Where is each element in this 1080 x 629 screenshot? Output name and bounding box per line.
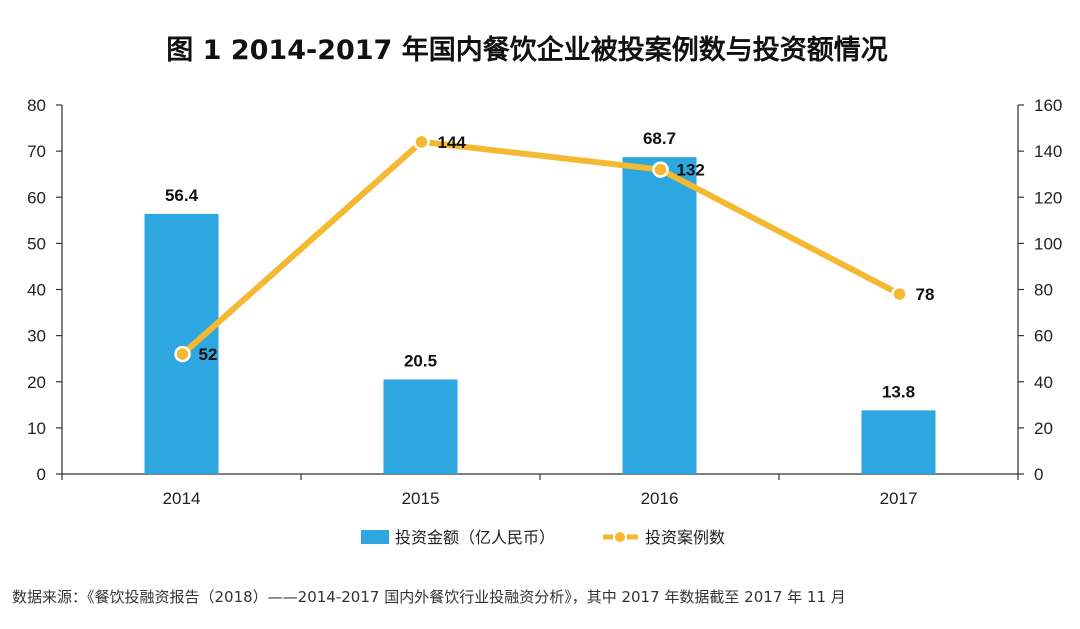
bar-value-label: 20.5 [404,351,437,370]
line-series [174,133,908,363]
line-value-label: 78 [916,285,935,304]
y-left-tick-label: 50 [27,234,46,253]
data-labels: 56.4 20.5 68.7 13.8 52 144 132 78 [165,129,934,401]
legend-line-label: 投资案例数 [645,528,725,547]
y-right-tick-label: 80 [1034,281,1053,300]
source-note: 数据来源：《餐饮投融资报告（2018）——2014-2017 国内外餐饮行业投融… [12,588,846,606]
x-tick-label: 2017 [880,489,918,508]
bar [622,157,697,474]
bar-value-label: 56.4 [165,186,199,205]
y-left-tick-label: 30 [27,327,46,346]
line-value-label: 52 [199,345,218,364]
y-left-tick-label: 40 [27,281,46,300]
y-right-tick-label: 0 [1034,465,1043,484]
y-right-tick-label: 100 [1034,234,1062,253]
line-point [174,345,191,363]
y-left-tick-label: 20 [27,373,46,392]
x-tick-label: 2014 [163,489,201,508]
line-point [652,161,669,178]
x-tick-label: 2016 [641,489,679,508]
y-right-tick-label: 20 [1034,419,1053,438]
y-left-tick-label: 70 [27,142,46,161]
y-left-tick-label: 0 [37,465,46,484]
bar-series [144,157,936,475]
axes: 0 10 20 30 40 50 60 70 80 0 20 40 60 80 100 120 140 160 20… [27,96,1062,508]
bar-value-label: 13.8 [882,382,915,401]
y-left-tick-label: 10 [27,419,46,438]
y-right-tick-label: 120 [1034,188,1062,207]
x-tick-label: 2015 [402,489,440,508]
bar [861,410,936,474]
legend-bar-swatch [361,530,389,544]
line-value-label: 144 [438,133,467,152]
bar [144,213,219,475]
y-right-tick-label: 40 [1034,373,1053,392]
y-left-tick-label: 60 [27,188,46,207]
y-right-tick-label: 60 [1034,327,1053,346]
legend-line-marker [613,530,627,544]
line-point [413,133,430,151]
legend: 投资金额（亿人民币） 投资案例数 [361,528,725,547]
y-right-tick-label: 160 [1034,96,1062,115]
line-path [180,138,901,357]
line-point [891,285,908,303]
line-value-label: 132 [677,161,705,180]
bar-value-label: 68.7 [643,129,676,148]
chart-title: 图 1 2014-2017 年国内餐饮企业被投案例数与投资额情况 [166,34,888,66]
y-left-tick-label: 80 [27,96,46,115]
bar [383,379,458,474]
y-right-tick-label: 140 [1034,142,1062,161]
legend-bar-label: 投资金额（亿人民币） [395,528,555,547]
